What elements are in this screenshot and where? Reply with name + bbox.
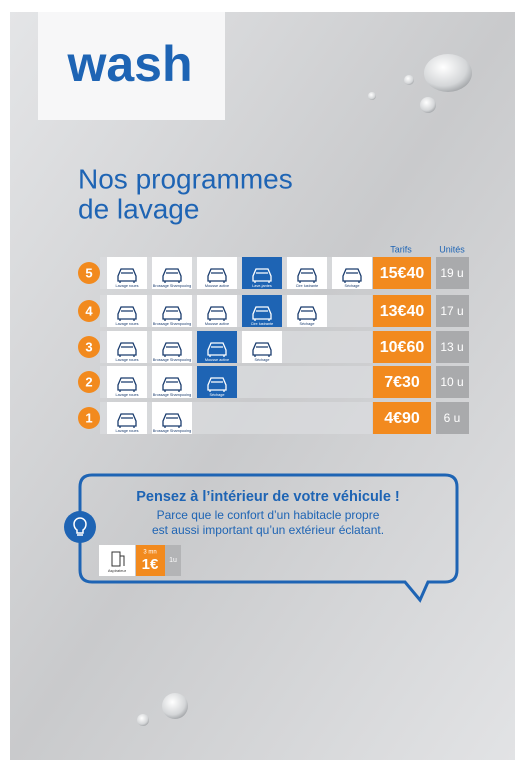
- service-label: Cire lustrante: [251, 322, 274, 326]
- logo-box: [38, 12, 225, 120]
- units: 1u: [169, 557, 177, 564]
- price-box: [373, 295, 431, 327]
- service-label: Lave-jantes: [252, 284, 272, 288]
- service-label: Brossage Shampooing: [153, 322, 191, 326]
- service-tile: [99, 545, 135, 576]
- car-icon: [207, 268, 227, 283]
- service-label: Brossage Shampooing: [153, 393, 191, 397]
- units: 10 u: [440, 375, 463, 389]
- car-icon: [162, 268, 182, 283]
- row-number: 2: [85, 374, 92, 389]
- car-icon: [117, 268, 137, 283]
- title: de lavage: [78, 193, 199, 224]
- service-label: Lavage roues: [115, 358, 138, 362]
- units: 13 u: [440, 340, 463, 354]
- units-box: [436, 295, 469, 327]
- car-icon: [162, 413, 182, 428]
- car-icon: [207, 377, 227, 392]
- price-box: [373, 402, 431, 434]
- service-label: Mousse active: [205, 284, 229, 288]
- price-box: [136, 545, 165, 576]
- price-box: [373, 331, 431, 363]
- units: 17 u: [440, 304, 463, 318]
- logo: wash: [66, 36, 192, 92]
- car-icon: [207, 342, 227, 357]
- drop: [137, 714, 149, 726]
- program-table: 5 Lavage roues Brossage Shampooing Mousse a…: [78, 257, 469, 434]
- row-number-bg: [78, 371, 100, 393]
- car-icon: [162, 342, 182, 357]
- service-label: Brossage Shampooing: [153, 358, 191, 362]
- car-icon: [117, 342, 137, 357]
- row-number: 5: [85, 265, 92, 280]
- bubble-text: est aussi important qu’un extérieur écla…: [152, 523, 384, 537]
- car-icon: [252, 268, 272, 283]
- service-label: Lavage roues: [115, 429, 138, 433]
- units-box: [165, 545, 181, 576]
- price: 13€40: [380, 303, 425, 320]
- service-label: Séchage: [345, 284, 360, 288]
- price: 10€60: [380, 339, 425, 356]
- units-box: [436, 366, 469, 398]
- row-number: 1: [85, 410, 92, 425]
- service-label: Lavage roues: [115, 284, 138, 288]
- price-box: [373, 257, 431, 289]
- drop: [420, 97, 436, 113]
- units-box: [436, 331, 469, 363]
- row-number-bg: [78, 300, 100, 322]
- duration: 3 mn: [143, 550, 156, 556]
- row-number: 3: [85, 339, 92, 354]
- units: 6 u: [444, 411, 461, 425]
- car-icon: [117, 413, 137, 428]
- row-number-bg: [78, 262, 100, 284]
- car-icon: [117, 306, 137, 321]
- drop: [368, 92, 376, 100]
- units: 19 u: [440, 266, 463, 280]
- service-label: Brossage Shampooing: [153, 284, 191, 288]
- car-icon: [117, 377, 137, 392]
- car-icon: [342, 268, 362, 283]
- speech-bubble: [78, 473, 459, 603]
- row-number-bg: [78, 407, 100, 429]
- price: 1€: [142, 556, 159, 573]
- units-box: [436, 257, 469, 289]
- service-label: Aspirateur: [108, 568, 127, 573]
- service-label: Séchage: [255, 358, 270, 362]
- units-box: [436, 402, 469, 434]
- service-label: Lavage roues: [115, 322, 138, 326]
- service-label: Mousse active: [205, 322, 229, 326]
- service-label: Séchage: [210, 393, 225, 397]
- drop: [404, 75, 414, 85]
- row-number-bg: [78, 336, 100, 358]
- column-header: Tarifs: [390, 244, 412, 254]
- drop: [162, 693, 188, 719]
- drop: [424, 54, 472, 92]
- service-label: Séchage: [300, 322, 315, 326]
- title: Nos programmes: [78, 163, 293, 194]
- service-label: Mousse active: [205, 358, 229, 362]
- price: 15€40: [380, 265, 425, 282]
- service-label: Cire lustrante: [296, 284, 319, 288]
- vacuum-icon: [111, 551, 125, 567]
- price: 4€90: [384, 410, 420, 427]
- car-icon: [252, 306, 272, 321]
- price: 7€30: [384, 374, 420, 391]
- bubble-text: Parce que le confort d’un habitacle prop…: [157, 508, 380, 522]
- car-icon: [207, 306, 227, 321]
- car-icon: [297, 306, 317, 321]
- service-label: Lavage roues: [115, 393, 138, 397]
- car-icon: [252, 342, 272, 357]
- column-header: Unités: [439, 244, 465, 254]
- car-icon: [162, 377, 182, 392]
- service-label: Brossage Shampooing: [153, 429, 191, 433]
- bulb-icon: [73, 517, 87, 536]
- row-number: 4: [85, 303, 93, 318]
- bulb-icon-bg: [64, 511, 96, 543]
- price-box: [373, 366, 431, 398]
- car-icon: [297, 268, 317, 283]
- bubble-title: Pensez à l’intérieur de votre véhicule !: [136, 489, 400, 505]
- car-icon: [162, 306, 182, 321]
